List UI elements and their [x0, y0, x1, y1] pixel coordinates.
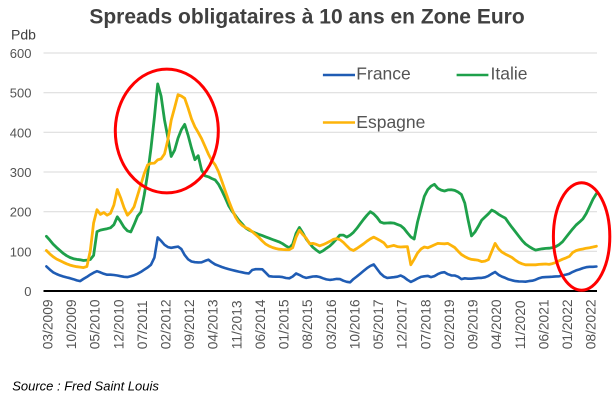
svg-text:11/2013: 11/2013 [229, 300, 244, 349]
svg-text:600: 600 [10, 46, 32, 61]
svg-text:Italie: Italie [491, 64, 528, 84]
svg-text:01/2015: 01/2015 [277, 299, 292, 349]
svg-text:01/2022: 01/2022 [560, 299, 575, 349]
svg-text:07/2011: 07/2011 [135, 300, 150, 349]
svg-text:08/2015: 08/2015 [300, 299, 315, 349]
svg-text:05/2010: 05/2010 [88, 299, 103, 349]
svg-text:03/2009: 03/2009 [40, 299, 55, 349]
svg-text:Pdb: Pdb [11, 27, 36, 43]
svg-text:Spreads obligataires à 10 ans: Spreads obligataires à 10 ans en Zone Eu… [89, 6, 524, 29]
svg-text:09/2019: 09/2019 [466, 299, 481, 349]
svg-text:12/2010: 12/2010 [111, 299, 126, 349]
svg-text:02/2012: 02/2012 [159, 299, 174, 349]
svg-text:500: 500 [10, 86, 32, 101]
svg-text:Espagne: Espagne [356, 112, 425, 132]
svg-text:0: 0 [24, 284, 31, 299]
svg-text:04/2020: 04/2020 [489, 299, 504, 349]
svg-text:06/2014: 06/2014 [253, 299, 268, 349]
svg-text:12/2017: 12/2017 [395, 299, 410, 349]
svg-text:05/2017: 05/2017 [371, 299, 386, 349]
svg-text:04/2013: 04/2013 [206, 299, 221, 349]
svg-text:02/2019: 02/2019 [442, 299, 457, 349]
svg-text:06/2021: 06/2021 [536, 299, 551, 349]
svg-text:10/2016: 10/2016 [347, 299, 362, 349]
svg-text:10/2009: 10/2009 [64, 299, 79, 349]
svg-text:200: 200 [10, 205, 32, 220]
svg-text:100: 100 [10, 244, 32, 259]
svg-text:08/2022: 08/2022 [584, 299, 599, 349]
svg-text:03/2016: 03/2016 [324, 299, 339, 349]
svg-text:11/2020: 11/2020 [513, 300, 528, 349]
svg-text:France: France [356, 64, 410, 84]
svg-text:300: 300 [10, 165, 32, 180]
svg-text:400: 400 [10, 125, 32, 140]
svg-text:07/2018: 07/2018 [418, 299, 433, 349]
svg-text:09/2012: 09/2012 [182, 299, 197, 349]
svg-text:Source : Fred Saint Louis: Source : Fred Saint Louis [12, 379, 159, 394]
